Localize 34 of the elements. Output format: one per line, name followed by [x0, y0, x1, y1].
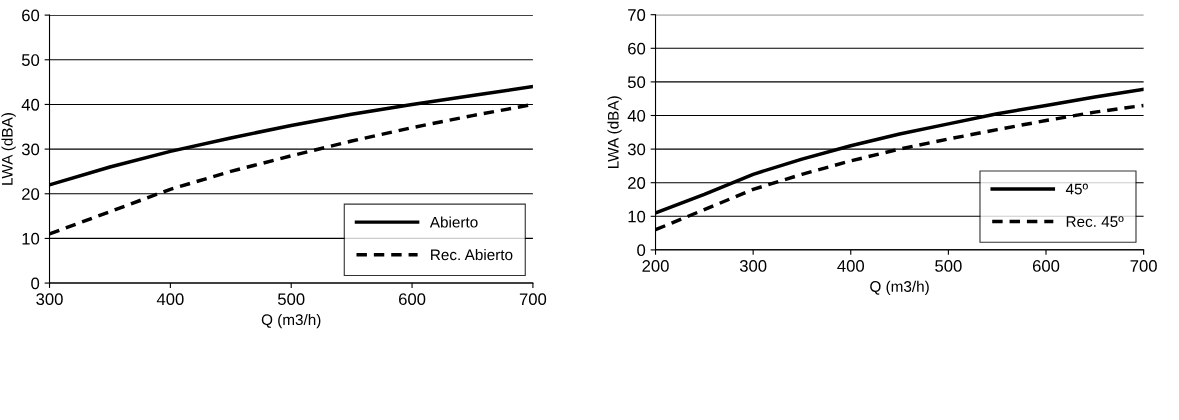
- x-tick-label: 700: [519, 293, 547, 306]
- x-tick-label: 200: [642, 260, 669, 272]
- y-tick-label: 10: [22, 232, 40, 245]
- y-tick-label: 40: [21, 98, 40, 111]
- y-tick-label: 10: [628, 210, 646, 223]
- y-tick-label: 30: [21, 143, 40, 156]
- y-tick-label: 0: [31, 277, 40, 290]
- legend-label: Abierto: [429, 216, 478, 228]
- y-tick-label: 70: [628, 9, 646, 21]
- x-tick-label: 300: [739, 260, 767, 272]
- x-tick-label: 700: [1130, 260, 1157, 272]
- x-tick-label: 400: [156, 293, 184, 306]
- y-axis-title: LWA (dBA): [607, 96, 622, 168]
- x-tick-label: 500: [935, 260, 962, 272]
- legend-label: Rec. Abierto: [431, 248, 513, 261]
- x-axis-title: Q (m3/h): [870, 280, 929, 295]
- y-tick-label: 60: [22, 9, 40, 22]
- y-tick-label: 40: [627, 109, 646, 122]
- y-tick-label: 60: [628, 42, 646, 55]
- y-axis-title: LWA (dBA): [1, 113, 16, 185]
- legend-label: 45º: [1065, 183, 1088, 195]
- y-tick-label: 50: [21, 54, 40, 66]
- y-tick-label: 20: [22, 188, 40, 200]
- x-tick-label: 300: [36, 293, 63, 306]
- y-tick-label: 50: [627, 76, 646, 89]
- x-tick-label: 600: [399, 293, 426, 306]
- y-tick-label: 0: [637, 244, 646, 257]
- x-axis-title: Q (m3/h): [261, 313, 321, 329]
- y-tick-label: 30: [627, 143, 646, 156]
- y-tick-label: 20: [628, 177, 646, 189]
- legend-label: Rec. 45º: [1066, 216, 1124, 228]
- x-tick-label: 500: [277, 293, 305, 306]
- x-tick-label: 600: [1032, 260, 1060, 272]
- x-tick-label: 400: [837, 260, 865, 272]
